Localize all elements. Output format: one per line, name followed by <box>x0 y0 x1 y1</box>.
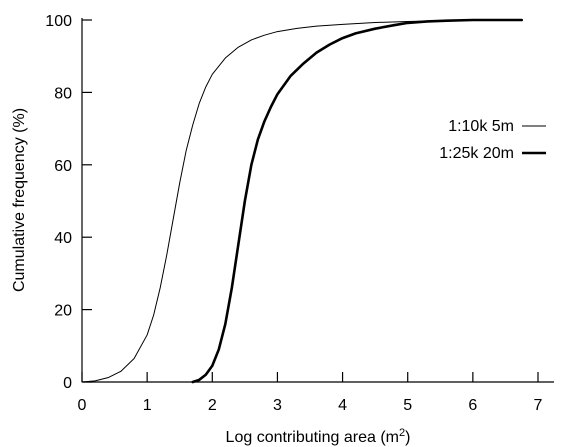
legend-label-1: 1:10k 5m <box>448 118 514 135</box>
y-tick-label: 80 <box>54 85 72 102</box>
y-tick-label: 0 <box>63 375 72 392</box>
x-axis-title-main: Log contributing area (m <box>226 429 399 446</box>
y-ticks: 0 20 40 60 80 100 <box>45 13 92 392</box>
axes <box>81 18 554 383</box>
legend-label-2: 1:25k 20m <box>439 145 514 162</box>
x-ticks: 0 1 2 3 4 5 6 7 <box>78 372 543 414</box>
x-tick-label: 2 <box>208 397 217 414</box>
x-tick-label: 0 <box>78 397 87 414</box>
legend: 1:10k 5m 1:25k 20m <box>439 118 546 162</box>
y-tick-label: 60 <box>54 158 72 175</box>
y-tick-label: 100 <box>45 13 72 30</box>
x-tick-label: 3 <box>273 397 282 414</box>
x-tick-label: 6 <box>468 397 477 414</box>
x-axis-title: Log contributing area (m2) <box>226 427 411 446</box>
x-tick-label: 1 <box>143 397 152 414</box>
legend-entry-2: 1:25k 20m <box>439 145 546 162</box>
series-line-2 <box>191 18 524 384</box>
x-tick-label: 7 <box>534 397 543 414</box>
legend-entry-1: 1:10k 5m <box>448 118 546 135</box>
series-line-1 <box>81 19 523 383</box>
x-axis-title-superscript: 2 <box>399 427 405 439</box>
y-tick-label: 40 <box>54 230 72 247</box>
x-tick-label: 5 <box>403 397 412 414</box>
x-axis-title-close: ) <box>405 429 410 446</box>
y-axis-title: Cumulative frequency (%) <box>11 108 28 292</box>
series-layer <box>81 18 524 384</box>
y-tick-label: 20 <box>54 303 72 320</box>
x-tick-label: 4 <box>338 397 347 414</box>
